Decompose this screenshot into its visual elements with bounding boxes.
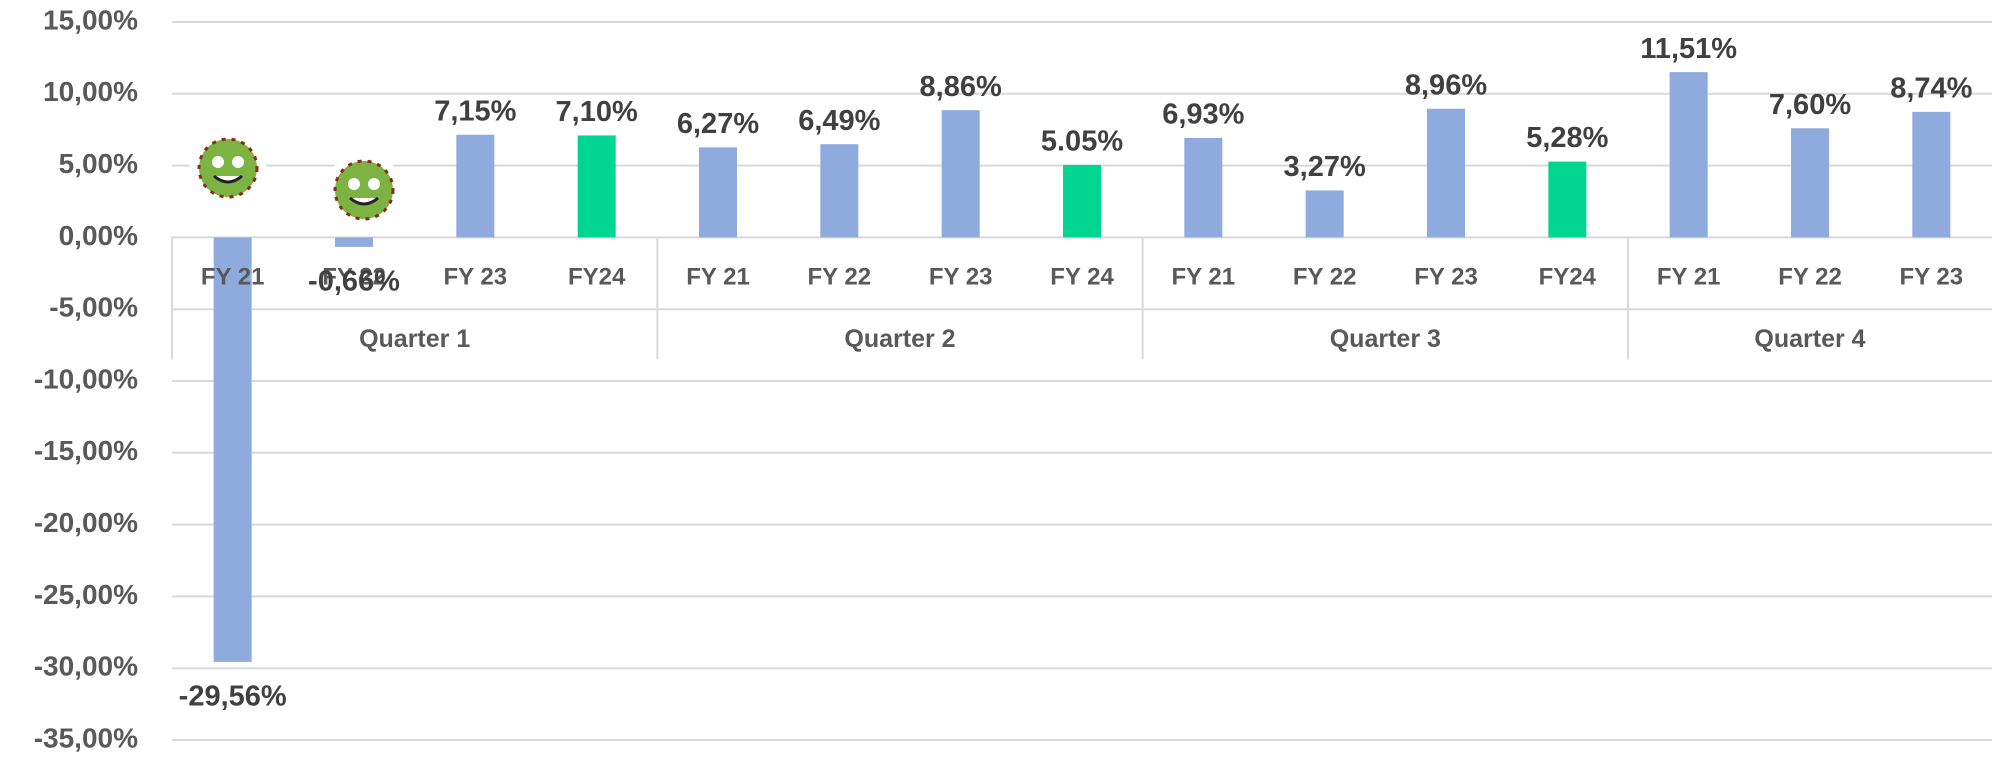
y-tick-label: -25,00% [34,579,138,610]
data-label: -29,56% [179,681,287,713]
bar [1669,72,1708,238]
bar [1184,137,1223,238]
x-tick-label: FY 22 [322,264,386,291]
bar [577,135,616,238]
x-tick-label: FY 24 [1050,264,1114,291]
x-tick-label: FY 22 [1293,264,1357,291]
x-tick-label: FY 22 [1778,264,1842,291]
data-label: 8,74% [1890,73,1972,105]
group-label: Quarter 4 [1754,325,1865,353]
y-tick-label: -5,00% [49,292,138,323]
icon-eye [368,178,380,190]
data-label: 8,96% [1405,69,1487,101]
bar [820,144,859,238]
icon-body [333,159,395,221]
bar [1063,164,1101,238]
data-label: 5.05% [1041,126,1123,158]
data-label: 7,10% [556,96,638,128]
group-label: Quarter 2 [844,325,955,353]
x-tick-label: FY 23 [1900,264,1964,291]
labels: 15,00% 10,00% 5,00% 0,00% -5,00% -10,00% -15,0… [34,4,1973,753]
y-tick-label: 10,00% [43,76,138,107]
x-tick-label: FY 23 [1414,264,1478,291]
x-tick-label: FY 21 [1172,264,1236,291]
bar [335,237,373,247]
bar [1791,128,1829,238]
data-label: 3,27% [1284,151,1366,183]
data-label: 7,15% [434,95,516,127]
bar [1305,190,1344,238]
data-label: 11,51% [1640,33,1737,65]
group-label: Quarter 1 [359,325,470,353]
y-tick-label: -30,00% [34,651,138,682]
x-tick-label: FY 21 [201,264,265,291]
y-tick-label: 5,00% [59,148,138,179]
data-label: 5,28% [1526,122,1608,154]
x-tick-label: FY24 [568,264,626,291]
data-label: 8,86% [920,71,1002,103]
data-label: 7,60% [1769,89,1851,121]
icon-eye [348,178,360,190]
x-tick-label: FY 23 [444,264,508,291]
y-tick-label: -20,00% [34,507,138,538]
y-tick-label: -35,00% [34,722,138,753]
virus-icon [190,130,266,206]
x-tick-label: FY24 [1539,264,1597,291]
bars [213,72,1951,662]
data-label: 6,93% [1162,99,1244,131]
bar [1912,111,1951,238]
x-tick-label: FY 21 [1657,264,1721,291]
y-tick-label: -10,00% [34,363,138,394]
x-tick-label: FY 23 [929,264,993,291]
group-label: Quarter 3 [1330,325,1441,353]
bar [941,110,980,238]
icon-body [197,137,259,199]
bar [456,134,495,238]
icon-mouth [349,196,379,206]
icon-eye [212,156,224,168]
data-label: 6,27% [677,108,759,140]
bar [213,237,252,662]
virus-icon [326,152,402,228]
x-tick-label: FY 22 [808,264,872,291]
icon-eye [232,156,244,168]
bar [1427,108,1465,238]
data-label: -0,66% [308,266,400,298]
data-label: 6,49% [798,105,880,137]
y-tick-label: -15,00% [34,435,138,466]
y-tick-label: 0,00% [59,220,138,251]
bar [699,147,737,238]
x-tick-label: FY 21 [686,264,750,291]
bar [1548,161,1587,238]
y-tick-label: 15,00% [43,4,138,35]
icon-mouth [213,174,243,184]
